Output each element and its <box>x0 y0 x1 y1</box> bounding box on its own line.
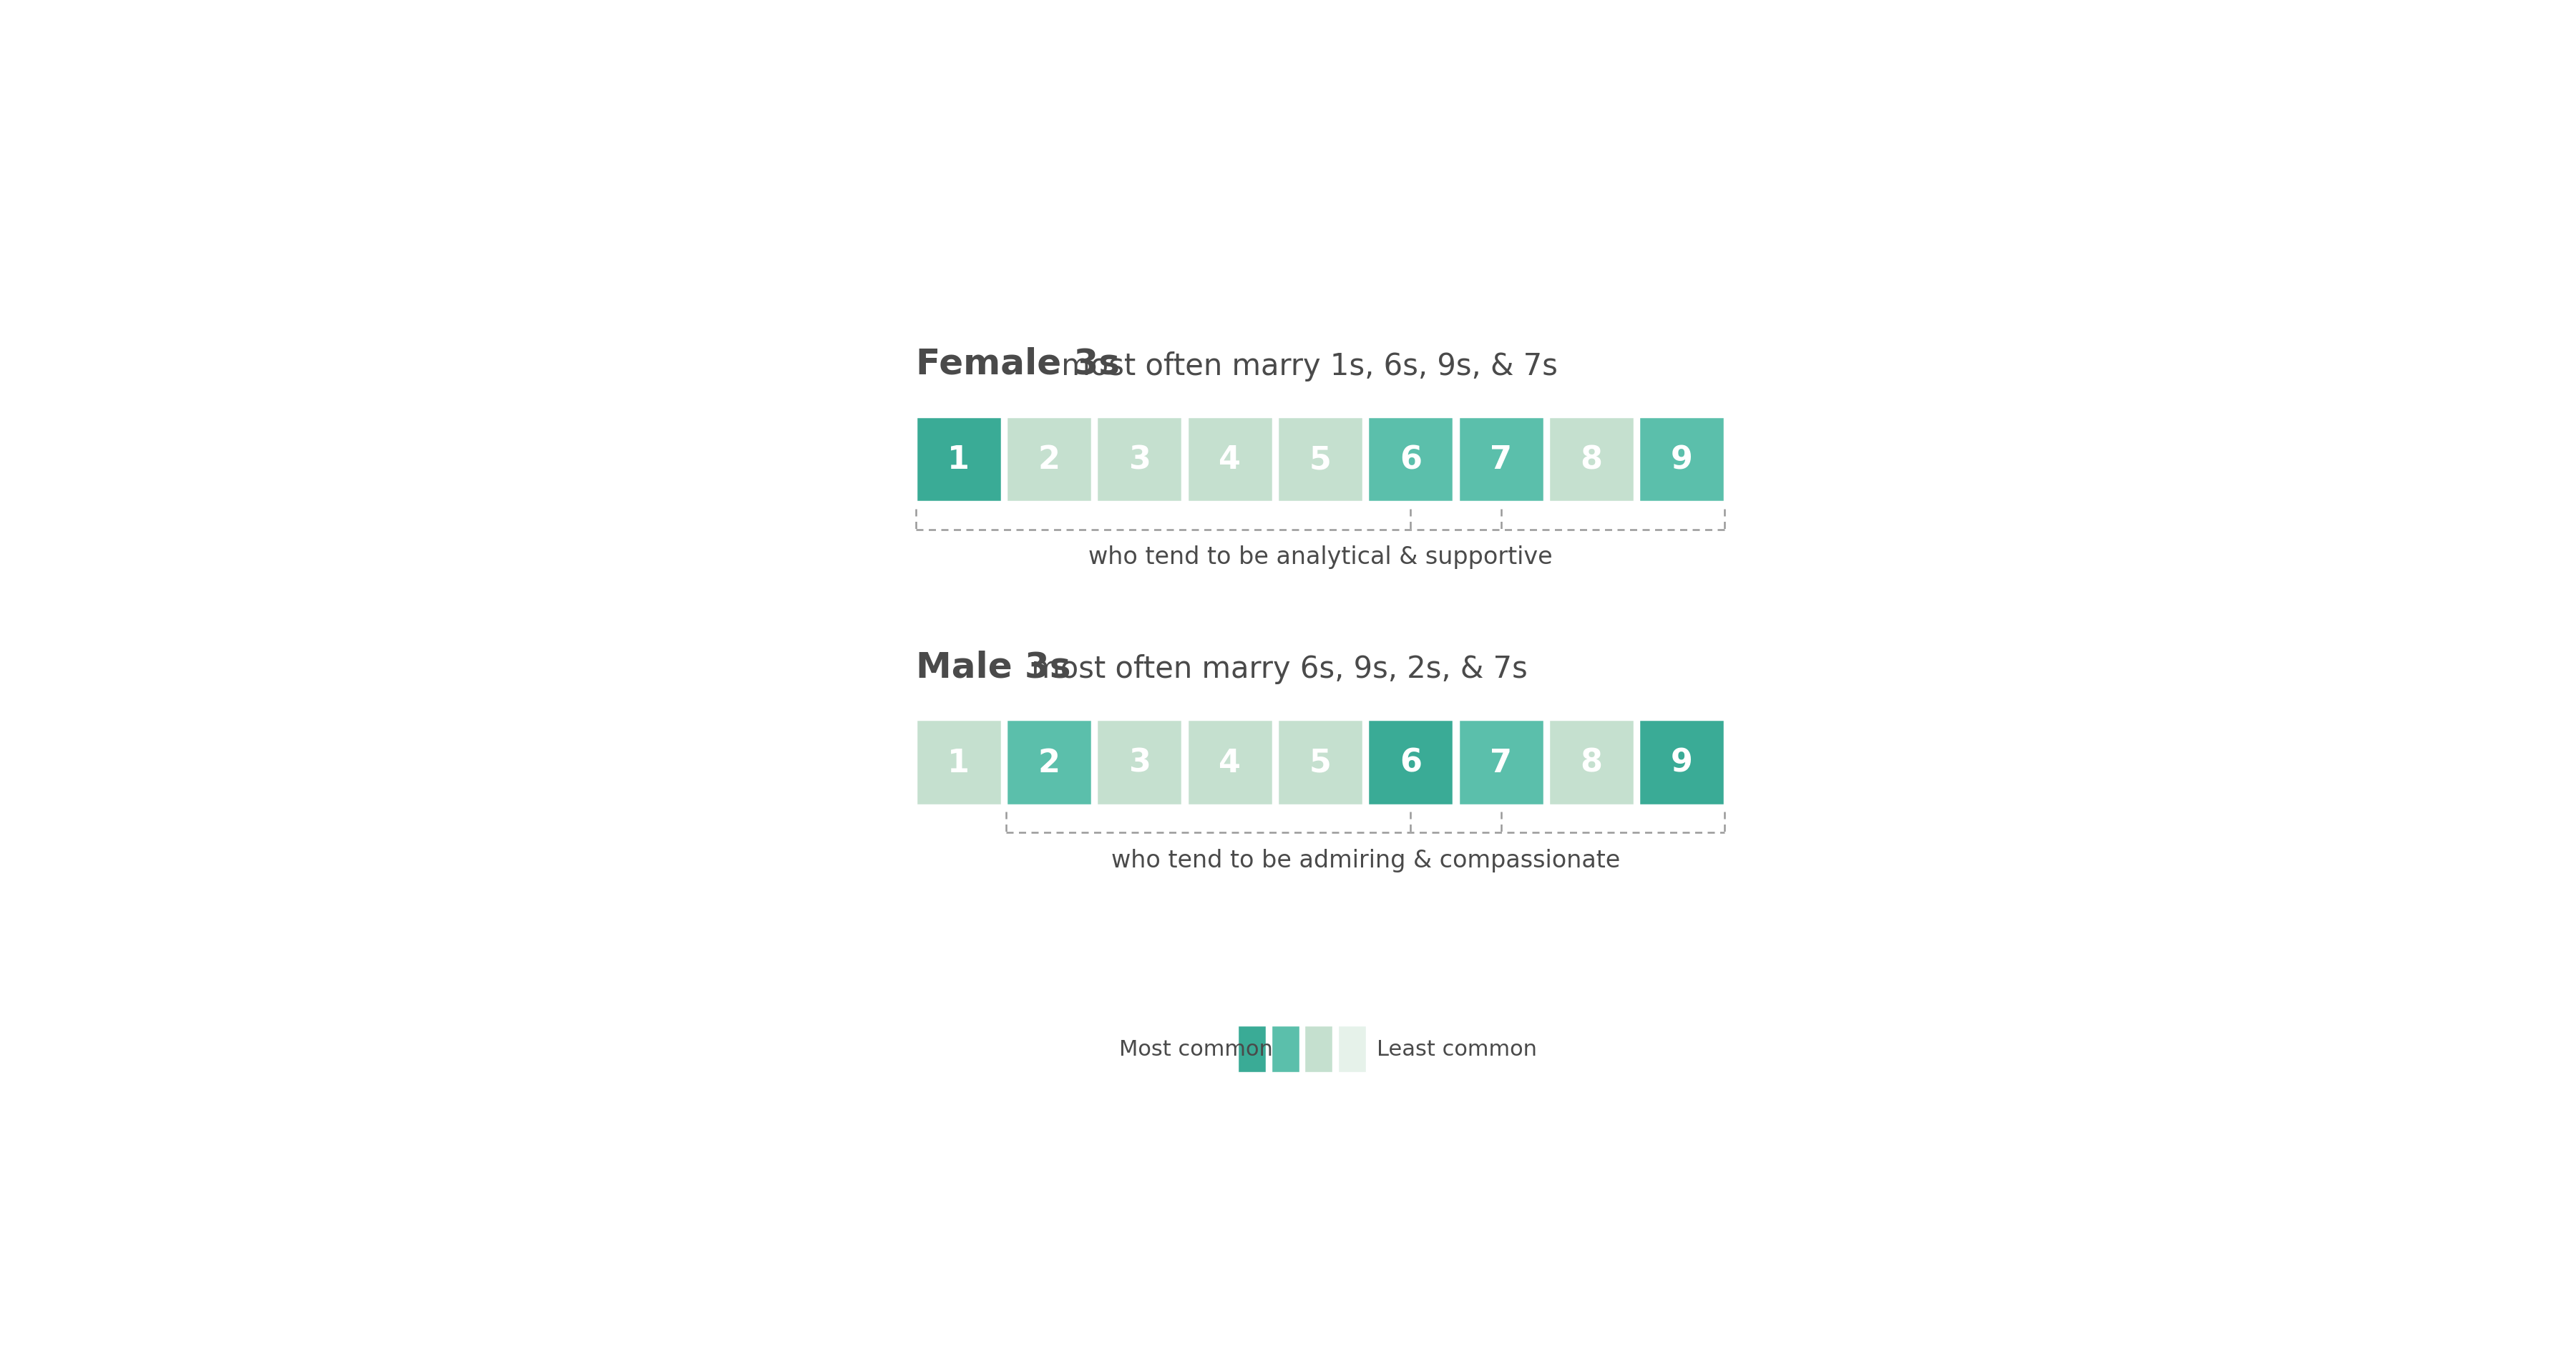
Text: 2: 2 <box>1038 445 1061 475</box>
Text: Female 3s: Female 3s <box>914 347 1121 381</box>
Text: 9: 9 <box>1672 445 1692 475</box>
FancyBboxPatch shape <box>1368 719 1453 806</box>
FancyBboxPatch shape <box>1097 416 1182 503</box>
Text: Least common: Least common <box>1376 1038 1538 1060</box>
Text: who tend to be analytical & supportive: who tend to be analytical & supportive <box>1087 545 1553 569</box>
FancyBboxPatch shape <box>1097 719 1182 806</box>
Text: 3: 3 <box>1128 445 1151 475</box>
Text: 5: 5 <box>1309 445 1332 475</box>
FancyBboxPatch shape <box>1548 416 1633 503</box>
Text: Most common: Most common <box>1121 1038 1273 1060</box>
Text: 7: 7 <box>1489 445 1512 475</box>
FancyBboxPatch shape <box>1303 1026 1332 1072</box>
FancyBboxPatch shape <box>1638 719 1726 806</box>
FancyBboxPatch shape <box>1368 416 1453 503</box>
Text: Male 3s: Male 3s <box>914 650 1072 684</box>
FancyBboxPatch shape <box>1458 719 1543 806</box>
FancyBboxPatch shape <box>1337 1026 1365 1072</box>
FancyBboxPatch shape <box>1278 719 1363 806</box>
Text: who tend to be admiring & compassionate: who tend to be admiring & compassionate <box>1110 848 1620 872</box>
Text: most often marry 6s, 9s, 2s, & 7s: most often marry 6s, 9s, 2s, & 7s <box>1023 654 1528 684</box>
Text: 1: 1 <box>948 445 969 475</box>
FancyBboxPatch shape <box>1638 416 1726 503</box>
Text: 3: 3 <box>1128 748 1151 777</box>
FancyBboxPatch shape <box>1007 719 1092 806</box>
FancyBboxPatch shape <box>1273 1026 1298 1072</box>
Text: 4: 4 <box>1218 748 1242 777</box>
Text: 6: 6 <box>1399 748 1422 777</box>
Text: 8: 8 <box>1579 445 1602 475</box>
FancyBboxPatch shape <box>914 719 1002 806</box>
FancyBboxPatch shape <box>1188 719 1273 806</box>
FancyBboxPatch shape <box>914 416 1002 503</box>
Text: 1: 1 <box>948 748 969 777</box>
Text: 6: 6 <box>1399 445 1422 475</box>
Text: 4: 4 <box>1218 445 1242 475</box>
Text: 8: 8 <box>1579 748 1602 777</box>
Text: 7: 7 <box>1489 748 1512 777</box>
Text: most often marry 1s, 6s, 9s, & 7s: most often marry 1s, 6s, 9s, & 7s <box>1051 352 1558 381</box>
FancyBboxPatch shape <box>1239 1026 1265 1072</box>
FancyBboxPatch shape <box>1007 416 1092 503</box>
FancyBboxPatch shape <box>1278 416 1363 503</box>
FancyBboxPatch shape <box>1548 719 1633 806</box>
Text: 5: 5 <box>1309 748 1332 777</box>
Text: 2: 2 <box>1038 748 1061 777</box>
FancyBboxPatch shape <box>1188 416 1273 503</box>
Text: 9: 9 <box>1672 748 1692 777</box>
FancyBboxPatch shape <box>1458 416 1543 503</box>
